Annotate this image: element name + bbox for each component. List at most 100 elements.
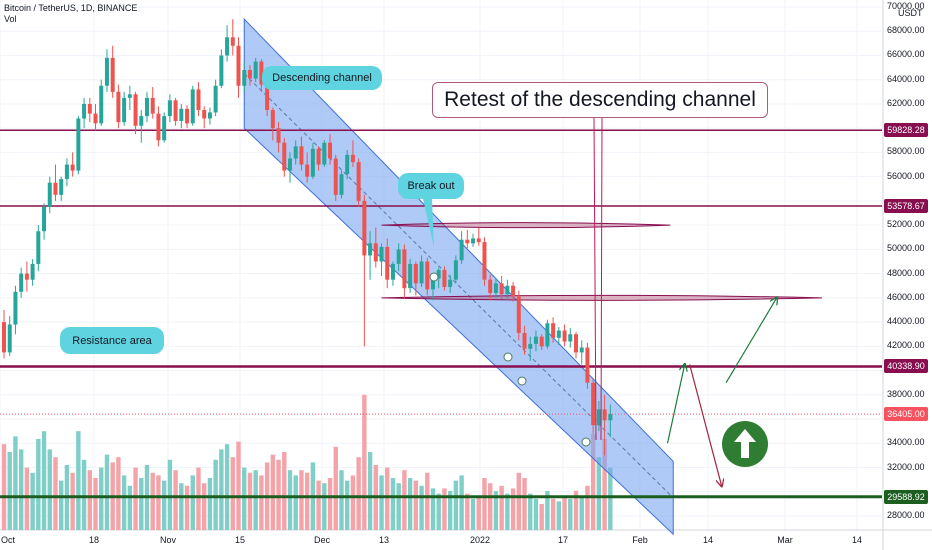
currency-label: USDT: [898, 8, 923, 18]
candle-body: [104, 57, 109, 86]
candle-body: [476, 238, 481, 243]
volume-bar: [59, 480, 64, 530]
volume-bar: [488, 483, 493, 530]
candle-body: [596, 409, 601, 426]
volume-bar: [550, 498, 556, 530]
volume-bar: [70, 472, 75, 530]
time-tick-label: 14: [851, 535, 863, 545]
candle-body: [87, 103, 92, 114]
candle-body: [316, 148, 321, 165]
volume-bar: [390, 478, 396, 530]
volume-bar: [207, 478, 213, 530]
candle-body: [482, 242, 487, 280]
volume-bar: [453, 480, 459, 530]
candle-body: [59, 179, 64, 195]
volume-bar: [350, 475, 356, 530]
volume-bar: [282, 452, 287, 530]
hand-marker-icon: [503, 352, 513, 362]
volume-bar: [99, 467, 104, 530]
candle-body: [76, 118, 81, 171]
price-tick-label: 62000.00: [887, 97, 925, 108]
candle-body: [322, 142, 327, 165]
candle-body: [591, 382, 596, 426]
candle-body: [574, 334, 578, 353]
volume-bar: [173, 470, 178, 530]
time-tick-label: 14: [702, 535, 714, 545]
channel-midline: [243, 73, 674, 499]
candle-body: [379, 246, 384, 262]
volume-bar: [459, 475, 464, 530]
volume-bar: [24, 467, 30, 530]
price-tick-label: 46000.00: [887, 291, 925, 302]
candle-body: [162, 116, 167, 141]
candle-body: [453, 260, 458, 280]
volume-bar: [299, 470, 304, 530]
volume-bar: [356, 457, 361, 530]
volume-bar: [116, 457, 121, 530]
retest-pointer-2: [600, 117, 603, 441]
price-tick-label: 50000.00: [887, 243, 925, 254]
price-tag: 53578.67: [884, 199, 928, 213]
volume-bar: [161, 480, 167, 530]
candle-body: [122, 97, 127, 123]
volume-bar: [127, 485, 133, 530]
volume-bar: [316, 480, 321, 530]
candle-body: [579, 347, 584, 353]
volume-bar: [242, 467, 247, 530]
time-tick-label: 2022: [469, 535, 491, 545]
volume-bar: [573, 491, 579, 530]
candle-body: [202, 110, 207, 119]
candle-body: [99, 85, 104, 124]
price-tick-label: 56000.00: [887, 170, 925, 181]
volume-bar: [602, 439, 607, 530]
volume-bar: [30, 472, 35, 530]
volume-bar: [179, 483, 184, 530]
price-tick-label: 32000.00: [887, 461, 925, 472]
volume-bar: [482, 478, 487, 530]
candle-body: [24, 273, 29, 280]
volume-bar: [104, 454, 110, 530]
candle-body: [585, 347, 590, 383]
volume-bar: [190, 475, 195, 530]
volume-bar: [270, 454, 276, 530]
volume-bar: [47, 449, 52, 530]
volume-bar: [167, 459, 173, 530]
price-tick-label: 70000.00: [887, 1, 925, 11]
volume-bar: [53, 457, 58, 530]
candle-body: [265, 84, 270, 111]
volume-bar: [442, 488, 447, 530]
candle-body: [207, 112, 212, 119]
candle-body: [282, 142, 287, 171]
volume-bar: [413, 480, 419, 530]
time-tick-label: Mar: [777, 535, 793, 545]
retest-pointer-1: [593, 117, 597, 441]
candle-body: [53, 182, 58, 195]
volume-bar: [322, 483, 327, 530]
volume-bar: [402, 470, 407, 530]
bullish-arrow-1: [666, 365, 685, 444]
candle-body: [459, 239, 464, 261]
price-tick-label: 38000.00: [887, 388, 925, 399]
volume-bar: [556, 501, 562, 530]
candle-body: [562, 330, 567, 342]
bearish-arrow: [689, 364, 722, 486]
price-tick-label: 68000.00: [887, 25, 925, 36]
candle-body: [156, 113, 161, 141]
candle-body: [30, 263, 35, 280]
candle-body: [499, 283, 504, 295]
volume-bar: [276, 459, 281, 530]
price-tag: 59828.28: [884, 123, 928, 138]
candle-body: [368, 243, 373, 256]
candle-body: [185, 108, 190, 124]
resistance-area-callout: Resistance area: [60, 327, 164, 354]
volume-bar: [585, 485, 590, 530]
volume-bar: [539, 504, 544, 530]
ellipse-zone: [381, 222, 671, 229]
hand-marker-icon: [517, 376, 527, 386]
volume-bar: [156, 475, 161, 530]
candle-body: [419, 261, 424, 284]
volume-bar: [327, 478, 333, 530]
time-tick-label: 15: [234, 535, 246, 545]
